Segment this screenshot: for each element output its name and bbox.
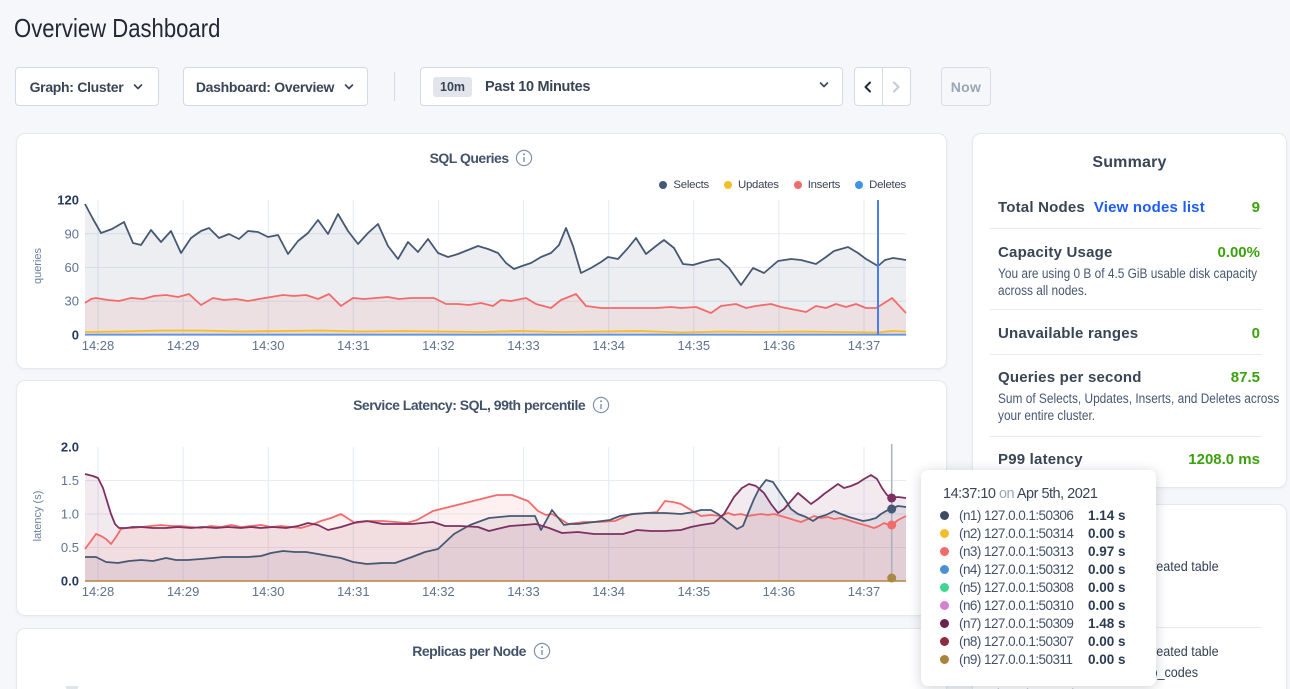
svg-text:14:31: 14:31 [337,584,370,599]
svg-text:latency (s): latency (s) [32,491,44,542]
svg-text:30: 30 [65,294,79,309]
svg-text:14:32: 14:32 [422,338,455,353]
svg-text:14:35: 14:35 [678,338,711,353]
svg-text:14:36: 14:36 [763,584,796,599]
svg-text:14:33: 14:33 [507,584,540,599]
svg-text:14:34: 14:34 [592,584,625,599]
svg-text:14:37: 14:37 [848,338,881,353]
svg-text:14:29: 14:29 [167,338,200,353]
svg-text:queries: queries [32,247,44,284]
svg-text:14:33: 14:33 [507,338,540,353]
svg-text:0.0: 0.0 [61,574,79,589]
svg-text:14:29: 14:29 [167,584,200,599]
svg-text:14:36: 14:36 [763,338,796,353]
svg-text:14:37: 14:37 [848,584,881,599]
svg-text:14:34: 14:34 [592,338,625,353]
svg-text:90: 90 [65,226,79,241]
svg-text:14:30: 14:30 [252,584,285,599]
svg-text:14:32: 14:32 [422,584,455,599]
svg-text:60: 60 [65,260,79,275]
svg-text:1.5: 1.5 [61,473,79,488]
svg-text:120: 120 [57,193,79,208]
svg-text:14:31: 14:31 [337,338,370,353]
svg-text:0: 0 [72,328,79,343]
svg-text:14:30: 14:30 [252,338,285,353]
svg-text:0.5: 0.5 [61,540,79,555]
svg-text:2.0: 2.0 [61,440,79,455]
svg-text:14:28: 14:28 [82,338,115,353]
svg-text:14:28: 14:28 [82,584,115,599]
svg-text:14:35: 14:35 [678,584,711,599]
svg-text:1.0: 1.0 [61,507,79,522]
